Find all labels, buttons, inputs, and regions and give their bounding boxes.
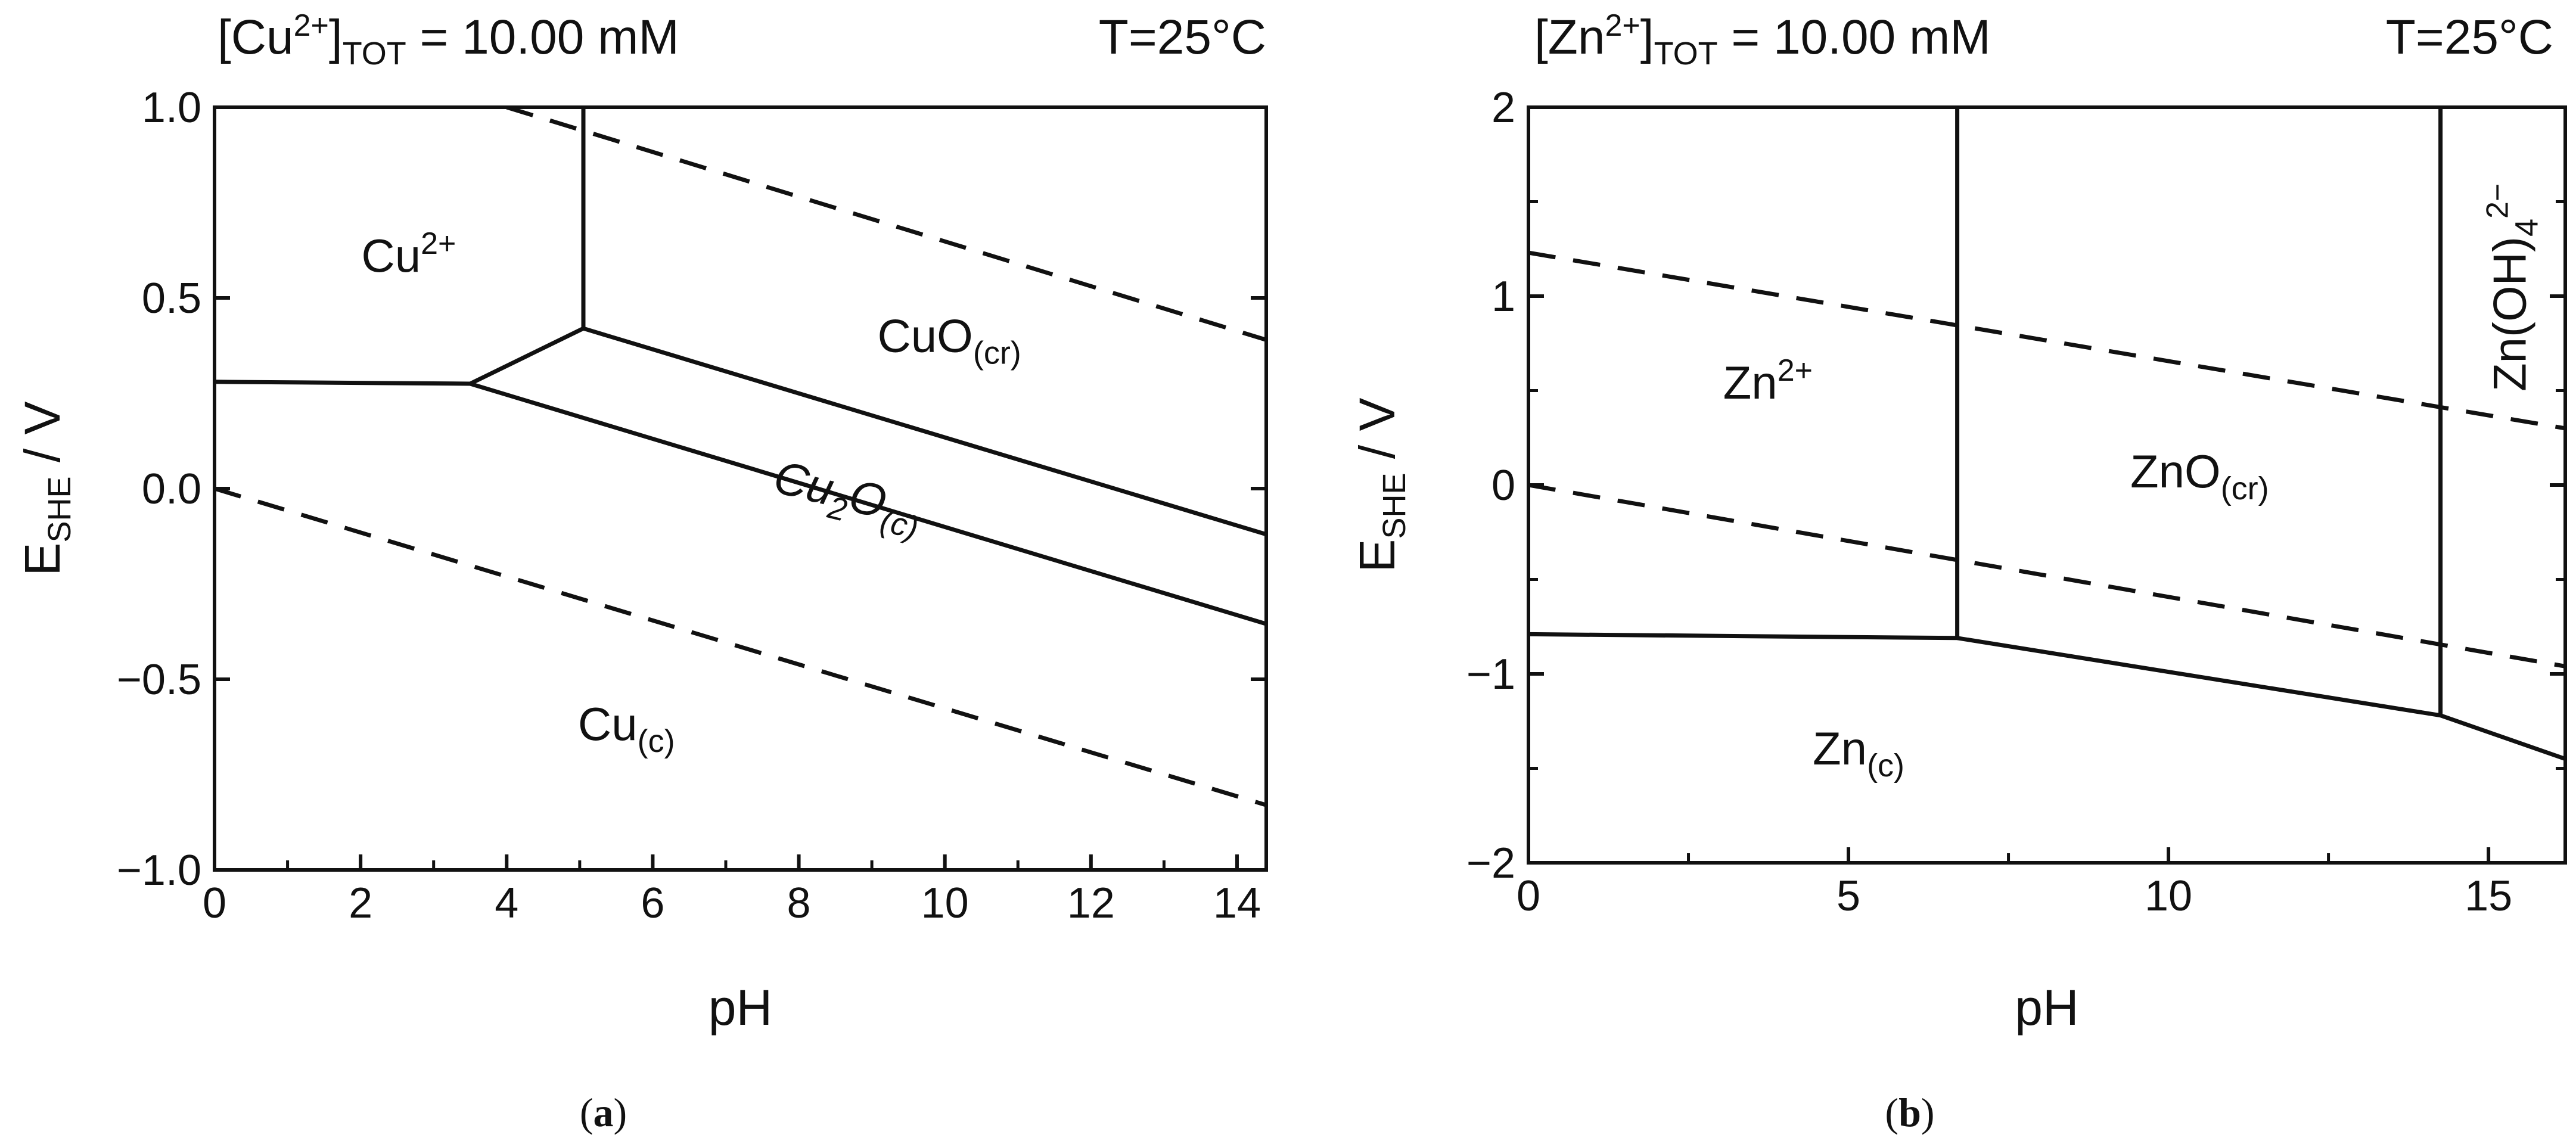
panel-a-y-axis-label: ESHE / V <box>14 401 77 576</box>
x-tick-label: 6 <box>641 879 664 927</box>
panel-a-region-labels: Cu2+ CuO(cr) Cu2O(c) Cu(c) <box>361 226 1021 759</box>
y-tick-label: 1 <box>1491 273 1515 321</box>
panel-b-header-temperature: T=25°C <box>2386 10 2553 64</box>
panel-b-caption: (b) <box>1885 1090 1934 1135</box>
series-line-zn2-zn-boundary <box>1528 632 1957 641</box>
panel-a-header-temperature: T=25°C <box>1099 10 1266 64</box>
x-tick-label: 5 <box>1837 872 1860 920</box>
y-tick-label: 2 <box>1491 84 1515 132</box>
series-line-o2-h2o-line <box>506 107 1266 342</box>
panel-a-series <box>215 107 1266 807</box>
x-tick-label: 15 <box>2465 872 2512 920</box>
x-tick-label: 10 <box>2145 872 2192 920</box>
series-line-h2o-h2-line <box>215 486 1266 807</box>
series-line-cu2o-cu-boundary <box>469 381 1266 626</box>
panel-a-x-axis-label: pH <box>709 980 772 1036</box>
series-line-h2o-h2-line <box>1528 483 2565 669</box>
y-tick-label: −1.0 <box>117 847 201 894</box>
series-line-o2-h2o-line <box>1528 250 2565 431</box>
x-tick-label: 10 <box>921 879 969 927</box>
y-tick-label: −1 <box>1466 651 1515 698</box>
panel-b-ticks: 0 5 10 15 −2 −1 0 1 2 <box>1466 84 2565 920</box>
region-label-cu2plus: Cu2+ <box>361 226 456 282</box>
region-label-zno: ZnO(cr) <box>2130 445 2269 506</box>
x-tick-label: 8 <box>787 879 811 927</box>
panel-a-ticks: 0 2 4 6 8 10 12 14 −1.0 −0.5 0.0 0.5 1.0 <box>117 84 1266 927</box>
region-label-cu-solid: Cu(c) <box>578 698 675 759</box>
y-tick-label: −2 <box>1466 840 1515 887</box>
x-tick-label: 0 <box>203 879 226 927</box>
panel-b-x-axis-label: pH <box>2015 980 2078 1036</box>
region-label-cu2o: Cu2O(c) <box>767 450 928 546</box>
panel-b-region-labels: Zn2+ ZnO(cr) Zn(c) Zn(OH)42− <box>1723 184 2545 784</box>
series-line-cu2-cu-boundary <box>215 380 471 386</box>
series-line-cuo-cu2o-boundary <box>582 326 1266 537</box>
x-tick-label: 0 <box>1517 872 1540 920</box>
panel-b: [Zn2+]TOT = 10.00 mM T=25°C 0 5 10 15 −2 −1 0 1… <box>1349 8 2567 1135</box>
x-tick-label: 4 <box>495 879 518 927</box>
panel-a-caption: (a) <box>580 1090 627 1135</box>
panel-b-plot-frame <box>1527 105 2567 865</box>
region-label-zn2plus: Zn2+ <box>1723 353 1813 409</box>
region-label-zn-solid: Zn(c) <box>1813 722 1904 784</box>
panel-b-y-axis-label: ESHE / V <box>1349 397 1412 572</box>
y-tick-label: 1.0 <box>142 84 201 132</box>
y-tick-label: −0.5 <box>117 656 201 704</box>
x-tick-label: 2 <box>349 879 372 927</box>
y-tick-label: 0 <box>1491 462 1515 509</box>
panel-b-series <box>1528 107 2565 761</box>
panel-a-header-concentration: [Cu2+]TOT = 10.00 mM <box>217 8 679 72</box>
series-line-zn-oh-4-2-zn-boundary <box>2440 713 2565 761</box>
panel-b-header-concentration: [Zn2+]TOT = 10.00 mM <box>1534 8 1991 72</box>
x-tick-label: 12 <box>1067 879 1115 927</box>
y-tick-label: 0.0 <box>142 465 201 513</box>
x-tick-label: 14 <box>1213 879 1261 927</box>
series-line-cu2-cu2o-boundary <box>469 327 585 386</box>
region-label-zincate: Zn(OH)42− <box>2480 184 2544 391</box>
panel-a: [Cu2+]TOT = 10.00 mM T=25°C 0 2 4 6 8 10 12 14 −… <box>14 8 1268 1135</box>
y-tick-label: 0.5 <box>142 275 201 322</box>
region-label-cuo: CuO(cr) <box>877 309 1021 371</box>
series-line-zno-zn-boundary <box>1957 636 2441 718</box>
